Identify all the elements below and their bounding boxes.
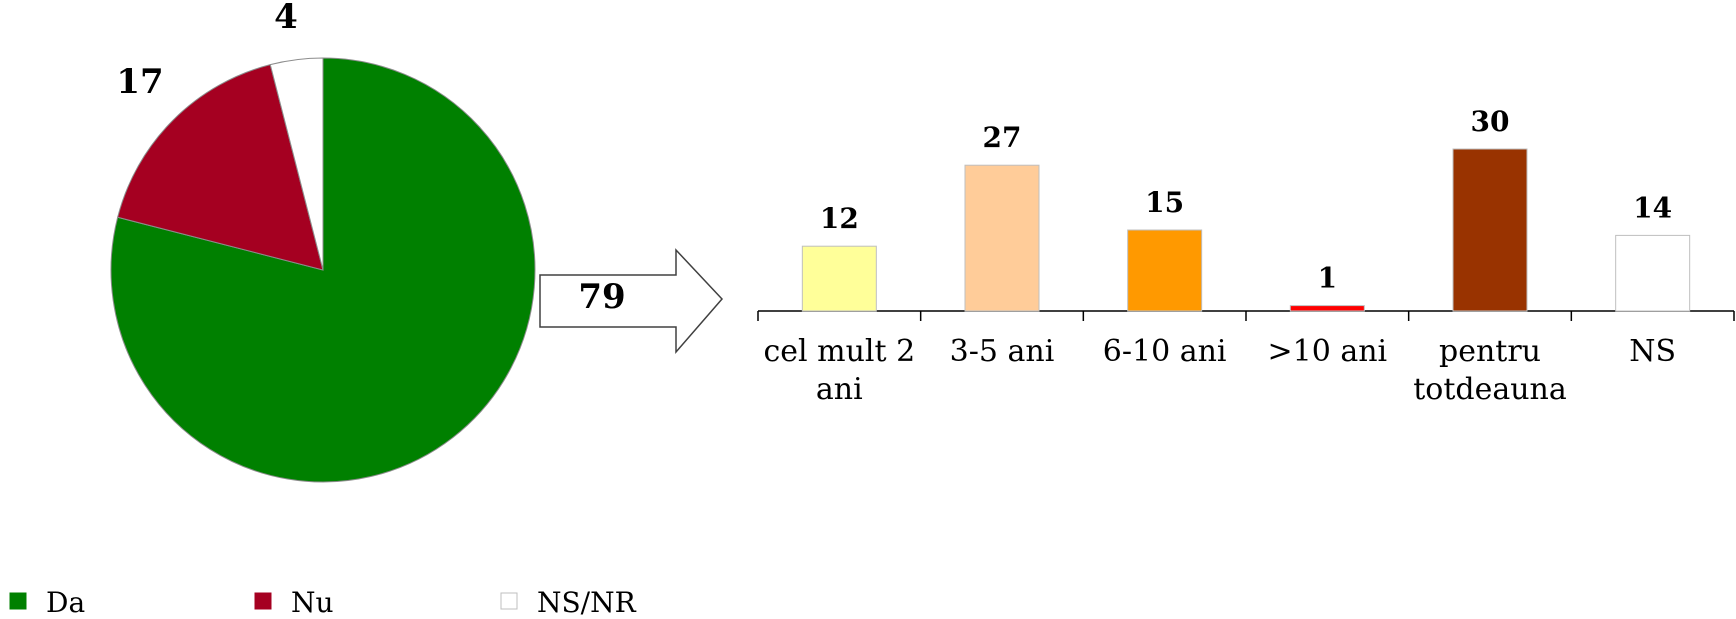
x-tick-label: NS xyxy=(1629,334,1676,369)
x-tick-label: cel mult 2 ani xyxy=(763,334,915,407)
pie-slice-value-label: 4 xyxy=(274,0,298,37)
legend-item: NS/NR xyxy=(500,586,637,619)
legend-label: Da xyxy=(46,586,85,619)
pie-slice-value-label: 17 xyxy=(116,62,163,102)
x-tick-label: >10 ani xyxy=(1268,334,1388,369)
bar-value-label: 12 xyxy=(820,202,859,235)
x-tick-label: pentru totdeauna xyxy=(1413,334,1567,407)
bar xyxy=(1289,305,1365,312)
bar-chart: 12 cel mult 2 ani 27 3-5 ani 15 6-10 ani 1 >10 a… xyxy=(757,105,1735,407)
bar xyxy=(1615,234,1691,312)
bar-value-label: 14 xyxy=(1633,191,1672,224)
legend-label: NS/NR xyxy=(537,586,637,619)
pie-labels: 17 4 xyxy=(116,0,298,102)
legend-label: Nu xyxy=(291,586,334,619)
x-tick-label: 6-10 ani xyxy=(1103,334,1227,369)
legend-swatch xyxy=(9,592,27,610)
legend-item: Nu xyxy=(254,586,334,619)
bar xyxy=(1127,229,1203,312)
legend-swatch xyxy=(254,592,272,610)
legend: Da Nu NS/NR xyxy=(9,586,637,619)
bar xyxy=(1452,148,1528,312)
pie-slice-ns-nr xyxy=(269,57,324,271)
bar-value-label: 27 xyxy=(983,121,1022,154)
legend-item: Da xyxy=(9,586,85,619)
bar-value-label: 30 xyxy=(1471,105,1510,138)
arrow-icon xyxy=(539,248,724,355)
bar-value-label: 15 xyxy=(1145,186,1184,219)
pie-chart xyxy=(110,57,536,483)
x-tick-label: 3-5 ani xyxy=(950,334,1055,369)
pie-slice-nu xyxy=(117,64,324,271)
arrow-value-label: 79 xyxy=(578,277,625,317)
legend-swatch xyxy=(500,592,518,610)
bar xyxy=(801,245,877,312)
bar-value-label: 1 xyxy=(1318,262,1337,295)
bar xyxy=(964,164,1040,312)
